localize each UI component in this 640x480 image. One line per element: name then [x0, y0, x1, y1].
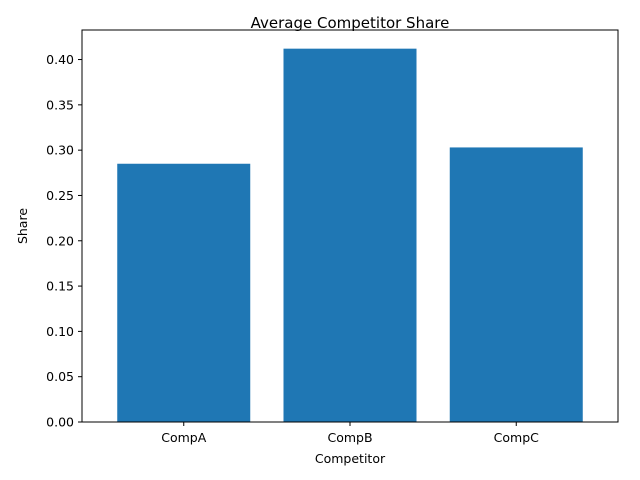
- bars-group: [117, 48, 583, 423]
- x-axis-ticks: CompA CompB CompC: [161, 422, 539, 445]
- y-tick-label: 0.40: [46, 52, 74, 67]
- x-tick-label: CompC: [494, 430, 539, 445]
- plot-frame: [81, 29, 619, 423]
- y-tick-label: 0.25: [46, 188, 74, 203]
- y-tick-label: 0.35: [46, 97, 74, 112]
- y-axis-label: Share: [15, 208, 30, 244]
- bar-compb: [283, 48, 417, 423]
- x-tick-label: CompA: [161, 430, 206, 445]
- chart-title: Average Competitor Share: [251, 14, 450, 32]
- y-tick-label: 0.20: [46, 233, 74, 248]
- y-tick-label: 0.05: [46, 369, 74, 384]
- y-tick-label: 0.00: [46, 415, 74, 430]
- y-axis-ticks: 0.00 0.05 0.10 0.15 0.20 0.25 0.30 0.35 0.40: [46, 52, 82, 430]
- x-axis-label: Competitor: [315, 451, 386, 466]
- bar-compc: [449, 147, 583, 422]
- y-tick-label: 0.15: [46, 279, 74, 294]
- bar-compa: [117, 163, 251, 423]
- x-tick-label: CompB: [327, 430, 372, 445]
- y-tick-label: 0.30: [46, 143, 74, 158]
- y-tick-label: 0.10: [46, 324, 74, 339]
